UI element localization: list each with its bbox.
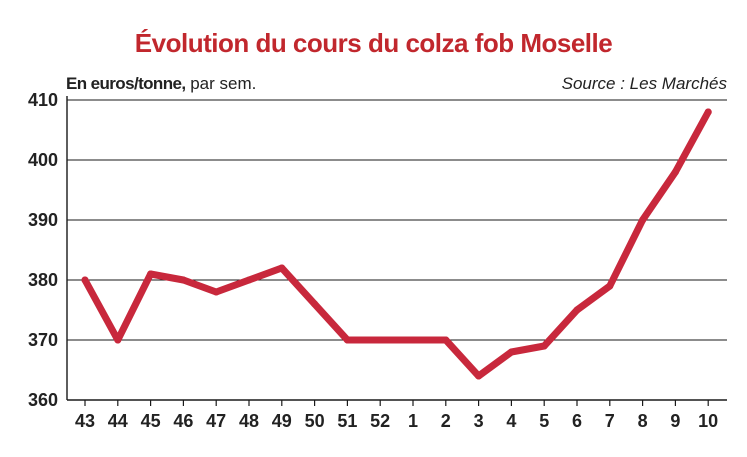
data-point xyxy=(475,372,483,380)
x-tick-label: 46 xyxy=(173,411,193,431)
y-tick-label: 400 xyxy=(28,150,58,170)
data-point xyxy=(147,270,155,278)
x-tick-label: 10 xyxy=(698,411,718,431)
x-tick-label: 43 xyxy=(75,411,95,431)
data-point xyxy=(507,348,515,356)
x-tick-label: 47 xyxy=(206,411,226,431)
data-point xyxy=(245,276,253,284)
x-tick-label: 1 xyxy=(408,411,418,431)
data-point xyxy=(442,336,450,344)
y-tick-label: 390 xyxy=(28,210,58,230)
x-tick-label: 44 xyxy=(108,411,128,431)
data-point xyxy=(343,336,351,344)
x-tick-label: 50 xyxy=(305,411,325,431)
data-point xyxy=(573,306,581,314)
x-tick-label: 8 xyxy=(638,411,648,431)
y-tick-label: 410 xyxy=(28,90,58,110)
data-point xyxy=(540,342,548,350)
y-tick-label: 360 xyxy=(28,390,58,410)
x-tick-label: 4 xyxy=(506,411,516,431)
data-point xyxy=(376,336,384,344)
unit-label-suffix: par sem. xyxy=(190,74,257,93)
unit-label-main: En euros/tonne, xyxy=(66,74,186,93)
data-point xyxy=(179,276,187,284)
unit-label: En euros/tonne, par sem. xyxy=(66,74,256,94)
x-tick-label: 48 xyxy=(239,411,259,431)
data-point xyxy=(114,336,122,344)
y-tick-label: 370 xyxy=(28,330,58,350)
x-tick-label: 49 xyxy=(272,411,292,431)
x-tick-label: 9 xyxy=(670,411,680,431)
x-tick-label: 51 xyxy=(337,411,357,431)
data-point xyxy=(639,216,647,224)
data-point xyxy=(409,336,417,344)
data-point xyxy=(212,288,220,296)
y-tick-label: 380 xyxy=(28,270,58,290)
series-line xyxy=(81,108,712,380)
data-point xyxy=(311,300,319,308)
x-tick-label: 52 xyxy=(370,411,390,431)
chart-title: Évolution du cours du colza fob Moselle xyxy=(134,28,613,58)
data-point xyxy=(704,108,712,116)
x-tick-label: 2 xyxy=(441,411,451,431)
data-point xyxy=(81,276,89,284)
data-point xyxy=(606,282,614,290)
x-tick-label: 45 xyxy=(141,411,161,431)
source-label: Source : Les Marchés xyxy=(561,74,727,93)
x-tick-label: 6 xyxy=(572,411,582,431)
x-tick-label: 3 xyxy=(474,411,484,431)
x-tick-label: 7 xyxy=(605,411,615,431)
data-point xyxy=(278,264,286,272)
x-tick-label: 5 xyxy=(539,411,549,431)
data-point xyxy=(671,168,679,176)
